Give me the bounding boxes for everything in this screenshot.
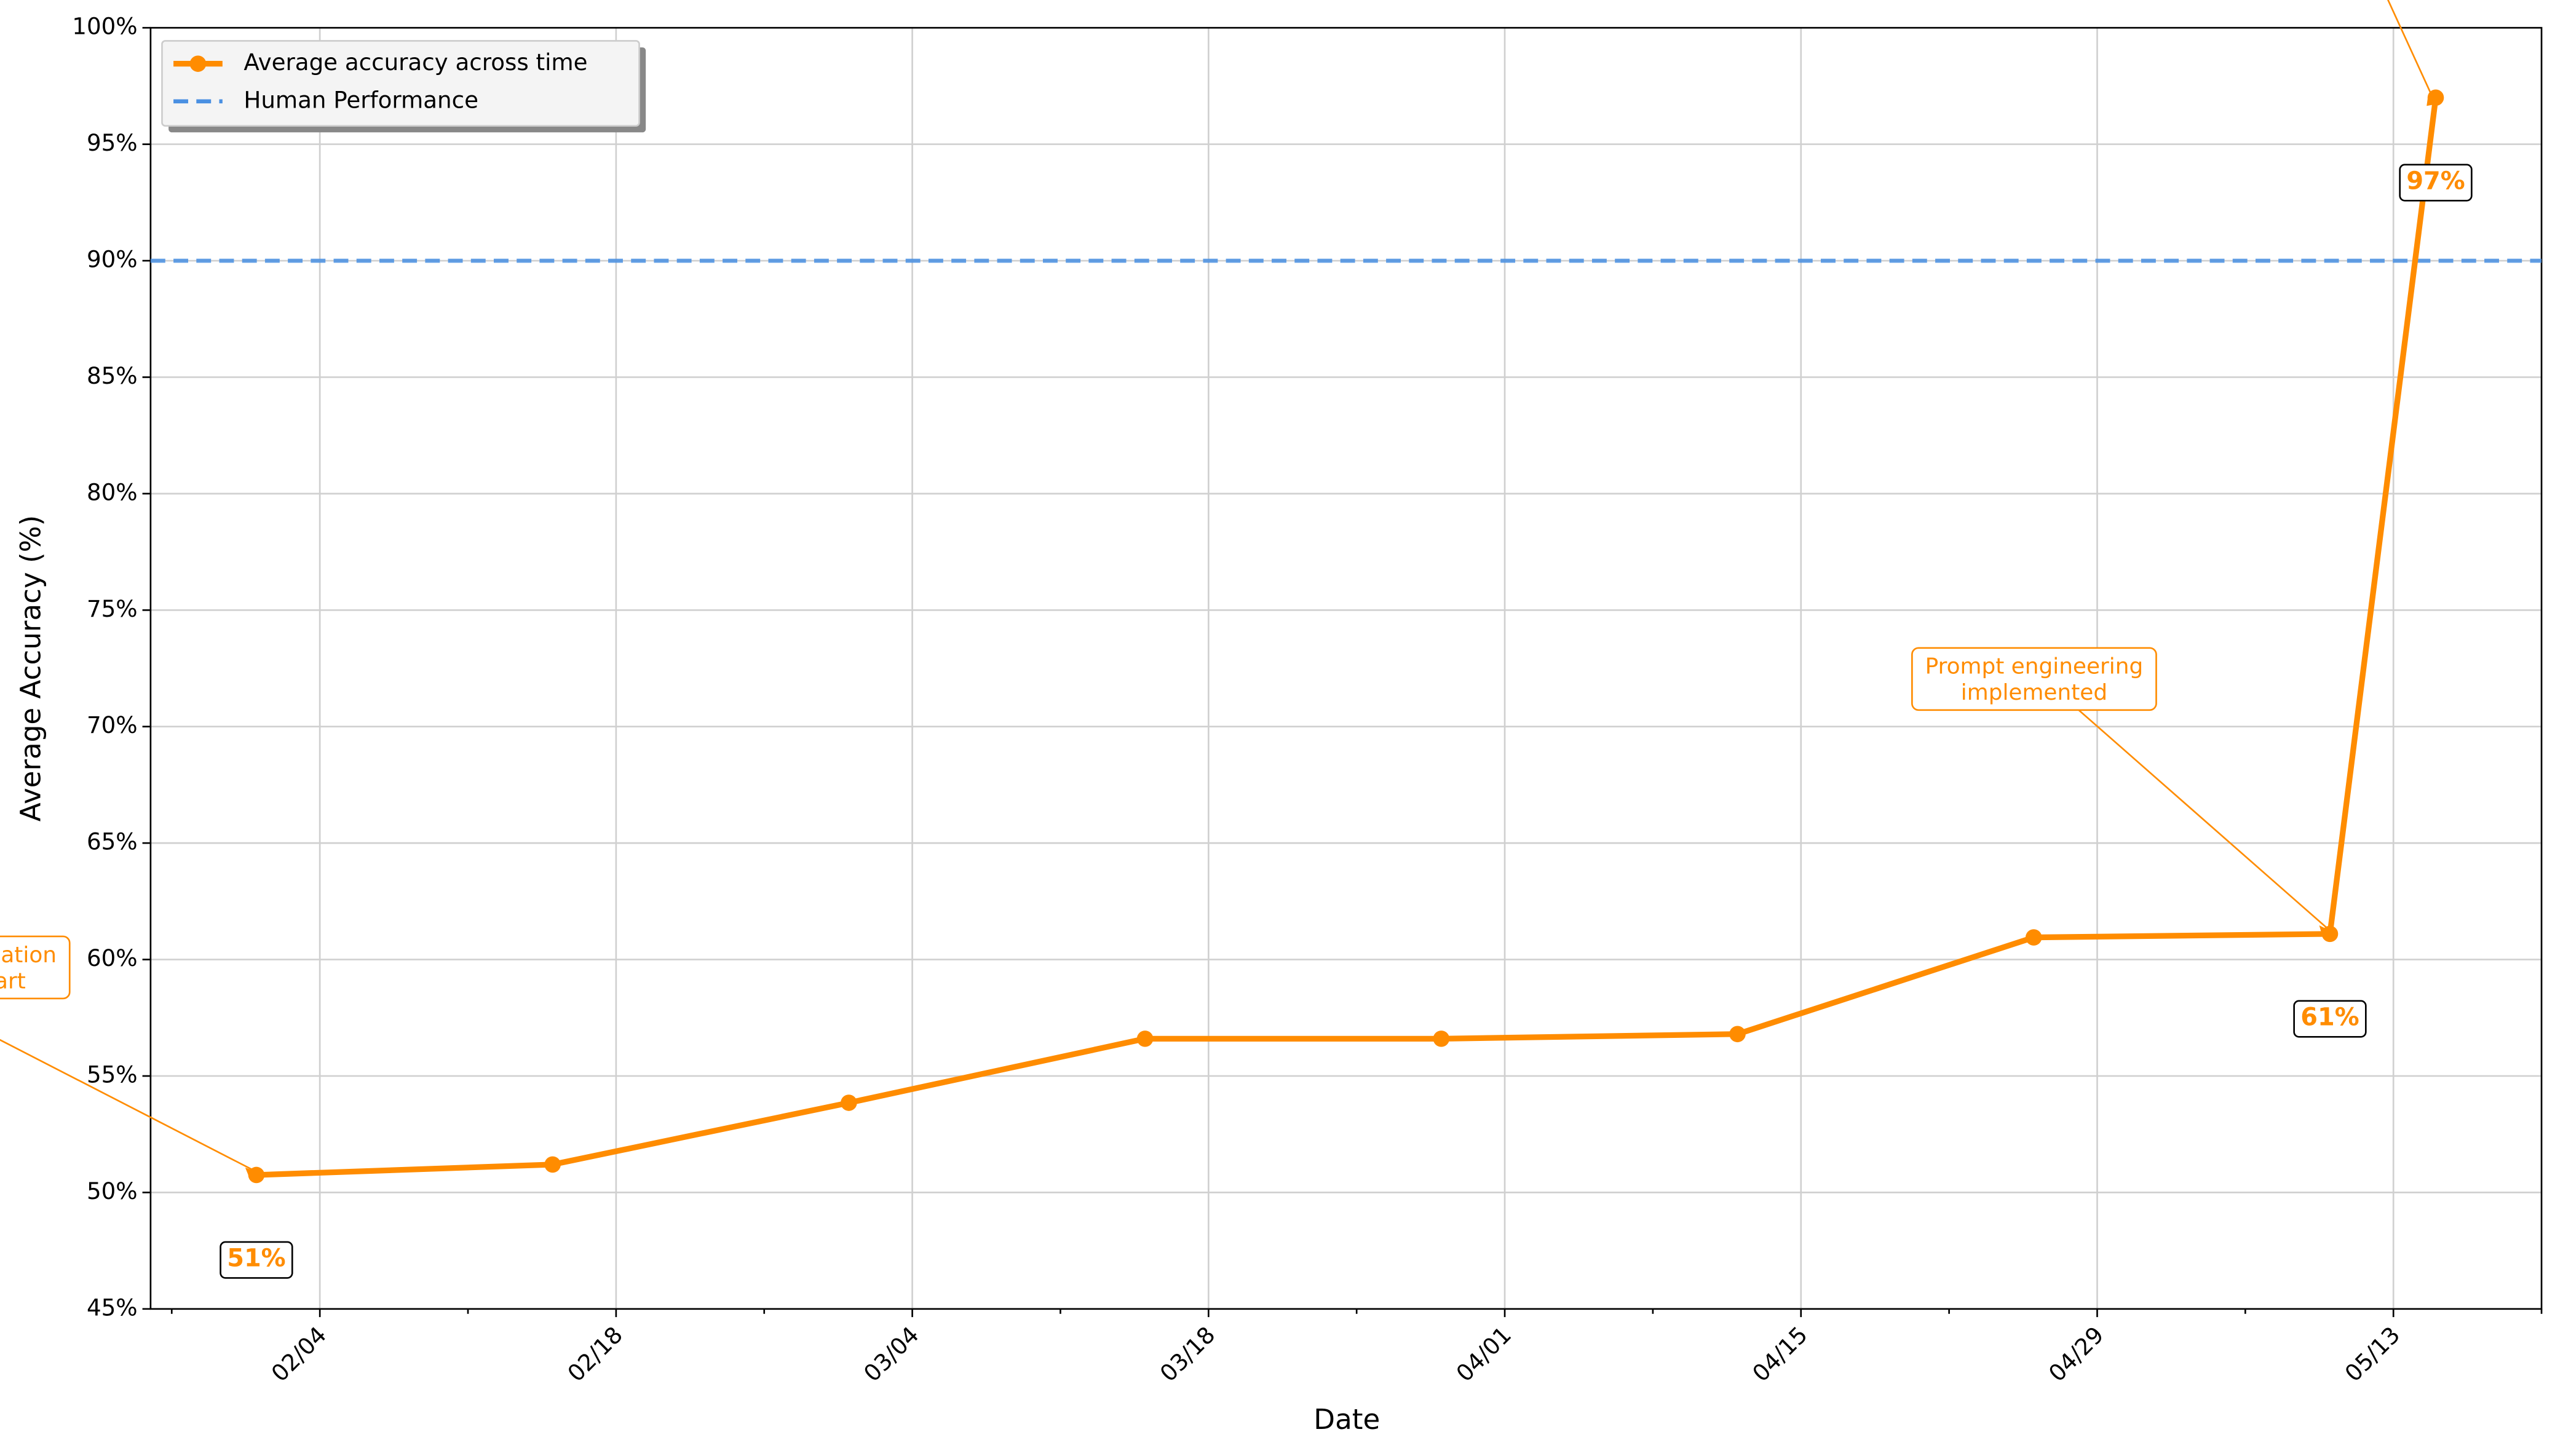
- data-point: [2025, 929, 2042, 946]
- value-label: 97%: [2399, 164, 2473, 202]
- annotation: Integrated approachdeployed: [2387, 0, 2437, 106]
- data-point: [1136, 1031, 1154, 1047]
- y-tick-label: 100%: [72, 13, 137, 40]
- y-tick-label: 55%: [87, 1061, 138, 1088]
- y-tick-label: 50%: [87, 1177, 138, 1205]
- annotation-box: [0, 935, 71, 1000]
- x-tick-label: 04/01: [1451, 1321, 1516, 1387]
- y-tick-label: 95%: [87, 129, 138, 156]
- y-tick-label: 75%: [87, 595, 138, 622]
- x-tick-label: 03/04: [858, 1321, 924, 1387]
- data-point: [1729, 1026, 1746, 1043]
- y-tick-label: 70%: [87, 711, 138, 738]
- value-label-text: 61%: [2300, 1003, 2359, 1032]
- annotation-text: model start: [0, 968, 26, 994]
- y-tick-label: 85%: [87, 362, 138, 389]
- data-point: [544, 1156, 561, 1173]
- annotation-arrow: [2387, 0, 2437, 105]
- value-label-text: 51%: [227, 1244, 285, 1273]
- y-tick-label: 80%: [87, 478, 138, 505]
- annotation-text: Prompt engineering: [1925, 654, 2144, 679]
- annotation-arrow: [2074, 706, 2331, 932]
- value-label: 61%: [2293, 1000, 2367, 1038]
- y-tick-label: 45%: [87, 1294, 138, 1321]
- legend-marker: [189, 55, 207, 72]
- annotation-box: [1911, 647, 2157, 711]
- annotation-arrowhead: [2319, 925, 2330, 936]
- data-point: [1433, 1031, 1450, 1047]
- value-label-text: 97%: [2406, 167, 2465, 196]
- x-tick-label: 04/29: [2043, 1321, 2109, 1387]
- y-tick-label: 60%: [87, 944, 138, 971]
- legend-box: [161, 40, 640, 127]
- y-axis-label: Average Accuracy (%): [15, 515, 47, 822]
- x-axis-label: Date: [1313, 1403, 1380, 1436]
- annotation-text: Naive foundation: [0, 943, 57, 968]
- annotation-text: implemented: [1961, 680, 2107, 705]
- legend-label: Average accuracy across time: [244, 49, 587, 76]
- data-point: [841, 1094, 857, 1111]
- x-tick-label: 02/04: [266, 1321, 331, 1387]
- annotation-arrow: [0, 1039, 257, 1173]
- annotation: Naive foundationmodel start: [0, 935, 257, 1178]
- plot-frame: [149, 26, 2543, 1310]
- value-label-box: [2293, 1000, 2367, 1038]
- x-tick-label: 02/18: [562, 1321, 628, 1387]
- value-label-box: [2399, 164, 2473, 202]
- x-tick-label: 05/13: [2339, 1321, 2405, 1387]
- annotation-arrowhead: [2426, 95, 2436, 106]
- y-tick-label: 65%: [87, 828, 138, 855]
- x-tick-label: 04/15: [1747, 1321, 1813, 1387]
- value-label-box: [220, 1241, 293, 1279]
- value-label: 51%: [220, 1241, 293, 1279]
- y-tick-label: 90%: [87, 246, 138, 273]
- annotation-arrowhead: [245, 1167, 256, 1178]
- legend: Average accuracy across time Human Perfor…: [161, 40, 646, 133]
- x-tick-label: 03/18: [1155, 1321, 1221, 1387]
- legend-label: Human Performance: [244, 86, 478, 113]
